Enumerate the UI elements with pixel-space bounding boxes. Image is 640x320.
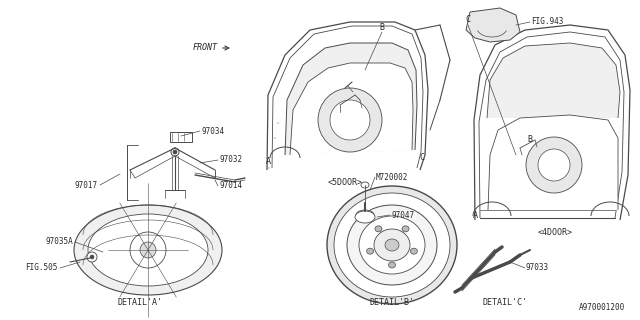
- Ellipse shape: [355, 211, 375, 223]
- Text: 97033: 97033: [526, 263, 549, 273]
- Circle shape: [140, 242, 156, 258]
- Ellipse shape: [74, 205, 222, 295]
- FancyBboxPatch shape: [170, 132, 192, 142]
- Text: DETAIL'C': DETAIL'C': [483, 298, 527, 307]
- Text: 97032: 97032: [219, 156, 242, 164]
- Polygon shape: [488, 115, 618, 210]
- Text: FIG.505: FIG.505: [26, 263, 58, 273]
- Text: B: B: [527, 135, 532, 145]
- Ellipse shape: [410, 248, 417, 254]
- Text: 97034: 97034: [201, 126, 224, 135]
- Circle shape: [538, 149, 570, 181]
- Ellipse shape: [367, 248, 374, 254]
- Circle shape: [90, 255, 94, 259]
- Ellipse shape: [402, 226, 409, 232]
- Polygon shape: [474, 25, 630, 220]
- Circle shape: [87, 252, 97, 262]
- Text: 97014: 97014: [219, 181, 242, 190]
- Circle shape: [330, 100, 370, 140]
- Text: 97047: 97047: [391, 211, 414, 220]
- Text: C: C: [419, 154, 424, 163]
- Polygon shape: [290, 63, 413, 155]
- Text: A970001200: A970001200: [579, 303, 625, 312]
- Ellipse shape: [347, 205, 437, 285]
- Ellipse shape: [375, 226, 382, 232]
- Ellipse shape: [88, 214, 208, 286]
- Circle shape: [130, 232, 166, 268]
- Text: 97035A: 97035A: [45, 237, 73, 246]
- Ellipse shape: [327, 186, 457, 304]
- Circle shape: [526, 137, 582, 193]
- Text: B: B: [380, 22, 385, 31]
- Circle shape: [318, 88, 382, 152]
- Ellipse shape: [374, 229, 410, 261]
- Ellipse shape: [385, 239, 399, 251]
- Circle shape: [171, 148, 179, 156]
- Text: DETAIL'B': DETAIL'B': [369, 298, 415, 307]
- Text: M720002: M720002: [376, 172, 408, 181]
- Circle shape: [173, 150, 177, 154]
- Ellipse shape: [388, 262, 396, 268]
- Text: 97017: 97017: [75, 180, 98, 189]
- Text: FIG.943: FIG.943: [531, 18, 563, 27]
- Polygon shape: [285, 43, 417, 155]
- Text: C: C: [465, 15, 470, 25]
- Ellipse shape: [356, 210, 374, 220]
- Ellipse shape: [361, 182, 369, 188]
- Text: FRONT: FRONT: [193, 44, 218, 52]
- Text: DETAIL'A': DETAIL'A': [118, 298, 163, 307]
- Ellipse shape: [334, 193, 450, 297]
- Polygon shape: [487, 43, 620, 118]
- Polygon shape: [267, 22, 428, 170]
- Text: <4DOOR>: <4DOOR>: [538, 228, 573, 237]
- Ellipse shape: [359, 216, 425, 274]
- Text: <5DOOR>: <5DOOR>: [328, 178, 362, 187]
- Text: A: A: [266, 156, 271, 165]
- Polygon shape: [466, 8, 520, 42]
- Text: A: A: [472, 211, 477, 220]
